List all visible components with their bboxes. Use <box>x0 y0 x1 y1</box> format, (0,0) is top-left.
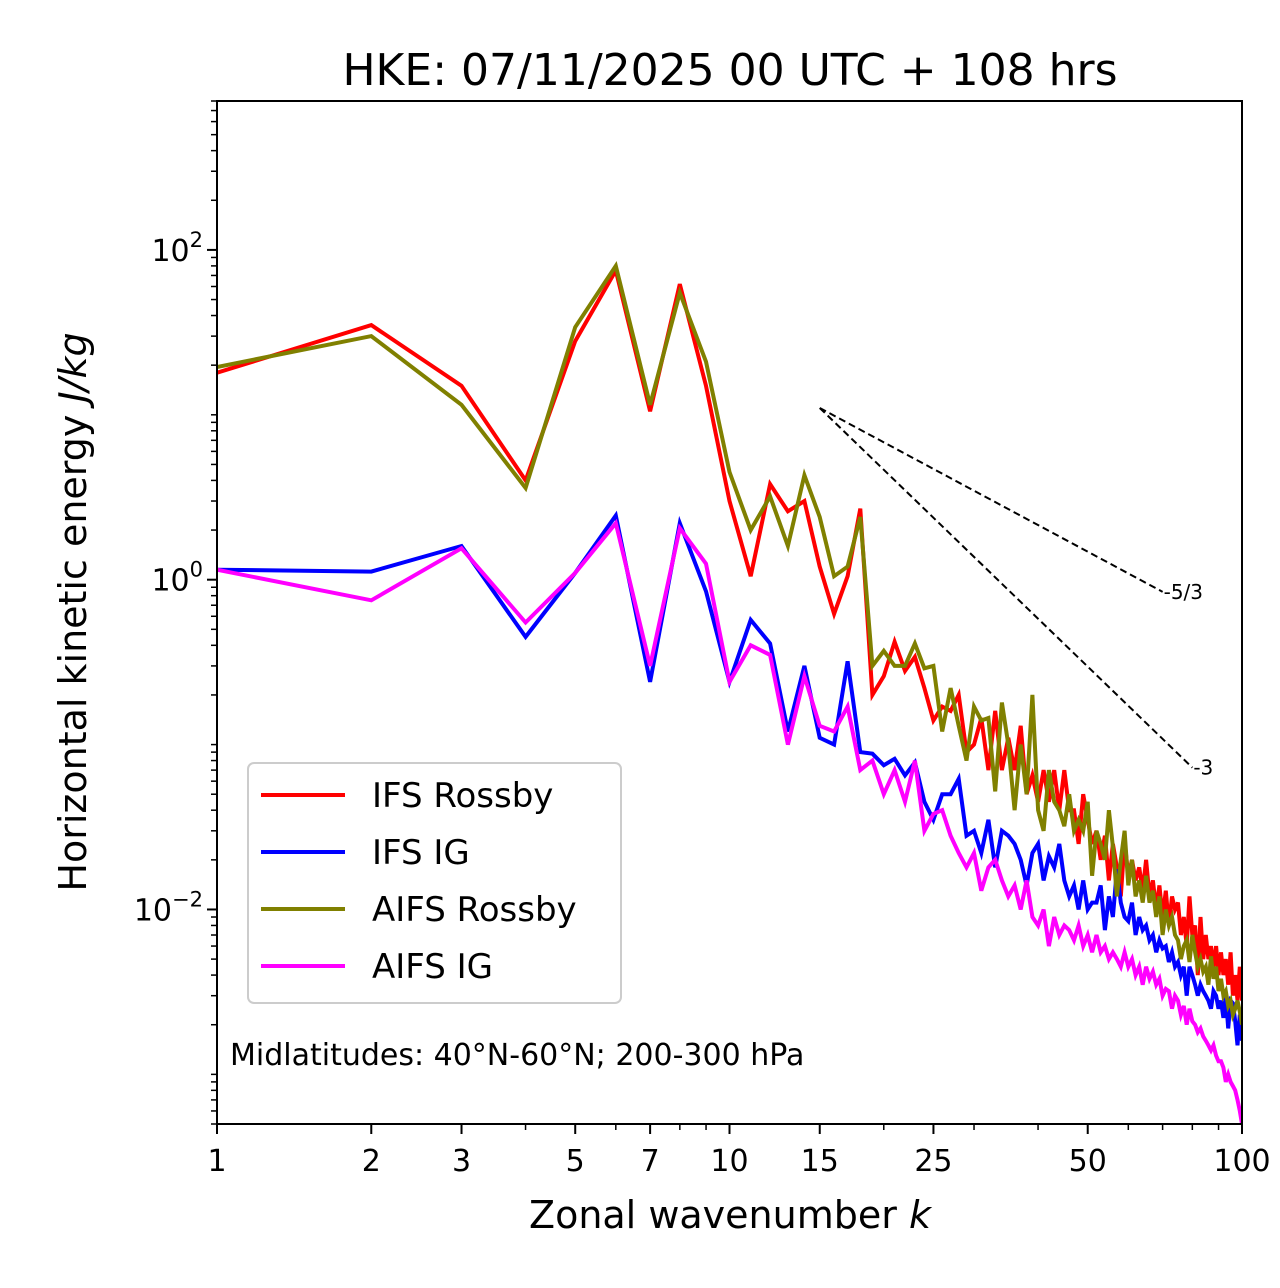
series-line <box>217 510 1242 1046</box>
x-tick-label: 3 <box>452 1144 471 1179</box>
y-tick-exponent: 2 <box>190 228 203 252</box>
legend: IFS Rossby IFS IG AIFS Rossby AIFS IG <box>247 762 622 1004</box>
y-tick-base: 10 <box>151 234 189 269</box>
reference-slope-label: -5/3 <box>1164 580 1203 604</box>
x-tick-label: 2 <box>362 1144 381 1179</box>
y-tick-base: 10 <box>151 564 189 599</box>
y-tick-label: 10−2 <box>134 887 203 928</box>
x-tick-label: 7 <box>641 1144 660 1179</box>
legend-box <box>247 762 622 1004</box>
reference-slope-label: -3 <box>1193 756 1213 780</box>
legend-label: AIFS Rossby <box>372 890 577 930</box>
region-annotation: Midlatitudes: 40°N-60°N; 200-300 hPa <box>230 1038 804 1073</box>
legend-label: IFS IG <box>372 833 470 873</box>
legend-label: AIFS IG <box>372 947 493 987</box>
chart-title: HKE: 07/11/2025 00 UTC + 108 hrs <box>342 45 1117 96</box>
y-tick-exponent: −2 <box>172 887 203 911</box>
x-tick-label: 15 <box>801 1144 839 1179</box>
legend-label: IFS Rossby <box>372 776 553 816</box>
y-axis-label-unit: J/kg <box>51 332 95 409</box>
x-tick-label: 100 <box>1213 1144 1270 1179</box>
reference-slope-line <box>819 407 1194 769</box>
y-axis-label-text: Horizontal kinetic energy <box>51 403 95 892</box>
y-tick-base: 10 <box>134 893 172 928</box>
y-tick-label: 100 <box>151 558 203 599</box>
reference-slopes: -5/3 -3 <box>819 407 1213 780</box>
reference-slope-line <box>819 407 1164 593</box>
x-axis-label-variable: k <box>909 1193 933 1237</box>
x-tick-label: 1 <box>207 1144 226 1179</box>
y-tick-label: 102 <box>151 228 203 269</box>
x-tick-label: 50 <box>1069 1144 1107 1179</box>
y-axis-label: Horizontal kinetic energy J/kg <box>51 332 95 891</box>
x-axis-label-text: Zonal wavenumber <box>529 1193 909 1237</box>
x-tick-label: 10 <box>710 1144 748 1179</box>
y-tick-exponent: 0 <box>190 558 203 582</box>
series-lines <box>217 260 1242 1124</box>
x-axis-ticks: 1 2 3 5 7 10 15 25 50 100 <box>207 1124 1271 1179</box>
x-tick-label: 5 <box>566 1144 585 1179</box>
x-tick-label: 25 <box>914 1144 952 1179</box>
series-line <box>217 518 1242 1124</box>
series-line <box>217 260 1242 1026</box>
x-axis-label: Zonal wavenumber k <box>529 1193 933 1237</box>
